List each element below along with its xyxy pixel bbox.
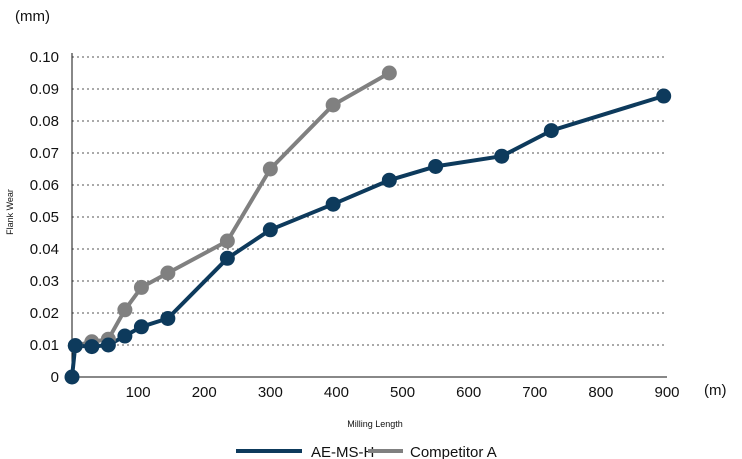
grid-lines	[72, 56, 667, 346]
series-points	[64, 65, 672, 385]
data-point-ae-ms-h-10	[381, 172, 397, 188]
x-tick-label-8: 900	[654, 384, 679, 401]
series-lines	[70, 71, 665, 378]
data-point-ae-ms-h-8	[262, 222, 278, 238]
x-tick-label-1: 200	[192, 384, 217, 401]
data-point-ae-ms-h-7	[219, 250, 235, 266]
data-point-ae-ms-h-5	[133, 319, 149, 335]
y-tick-label-1: 0.01	[30, 337, 59, 354]
data-point-ae-ms-h-0	[64, 369, 80, 385]
y-tick-label-5: 0.05	[30, 209, 59, 226]
y-tick-label-2: 0.02	[30, 305, 59, 322]
data-point-ae-ms-h-12	[494, 148, 510, 164]
data-point-competitor-a-3	[117, 302, 133, 318]
data-point-competitor-a-8	[325, 97, 341, 113]
legend-label-ae-ms-h: AE-MS-H	[311, 444, 374, 459]
data-point-competitor-a-7	[262, 161, 278, 177]
y-tick-label-8: 0.08	[30, 113, 59, 130]
data-point-ae-ms-h-9	[325, 196, 341, 212]
data-point-competitor-a-4	[133, 279, 149, 295]
x-unit-label: (m)	[704, 382, 727, 399]
data-point-ae-ms-h-2	[84, 339, 100, 355]
legend-label-competitor-a: Competitor A	[410, 444, 497, 459]
data-point-ae-ms-h-6	[160, 310, 176, 326]
y-axis-title: Flank Wear	[5, 189, 15, 235]
y-tick-label-7: 0.07	[30, 145, 59, 162]
x-tick-label-5: 600	[456, 384, 481, 401]
y-tick-labels: 0 0.01 0.02 0.03 0.04 0.05 0.06 0.07 0.08 0.09 0.1…	[30, 49, 59, 386]
y-tick-label-4: 0.04	[30, 241, 59, 258]
data-point-ae-ms-h-3	[100, 337, 116, 353]
x-tick-label-0: 100	[126, 384, 151, 401]
data-point-competitor-a-5	[160, 265, 176, 281]
x-tick-label-4: 500	[390, 384, 415, 401]
y-tick-label-0: 0	[51, 369, 59, 386]
x-tick-label-2: 300	[258, 384, 283, 401]
y-tick-label-10: 0.10	[30, 49, 59, 66]
data-point-ae-ms-h-1	[67, 338, 83, 354]
series-line-competitor-a	[74, 71, 391, 348]
legend: AE-MS-H Competitor A	[236, 444, 497, 459]
x-tick-label-6: 700	[522, 384, 547, 401]
data-point-competitor-a-9	[381, 65, 397, 81]
data-point-ae-ms-h-14	[656, 88, 672, 104]
x-tick-labels: 100 200 300 400 500 600 700 800 900	[126, 384, 680, 401]
x-tick-label-3: 400	[324, 384, 349, 401]
y-unit-label: (mm)	[15, 8, 50, 25]
data-point-ae-ms-h-4	[117, 328, 133, 344]
y-tick-label-9: 0.09	[30, 81, 59, 98]
data-point-competitor-a-6	[219, 233, 235, 249]
series-line-ae-ms-h	[70, 94, 665, 378]
y-tick-label-3: 0.03	[30, 273, 59, 290]
y-tick-label-6: 0.06	[30, 177, 59, 194]
axes	[71, 53, 667, 378]
data-point-ae-ms-h-11	[428, 158, 444, 174]
x-tick-label-7: 800	[588, 384, 613, 401]
x-axis-title: Milling Length	[347, 419, 403, 429]
data-point-ae-ms-h-13	[543, 123, 559, 139]
